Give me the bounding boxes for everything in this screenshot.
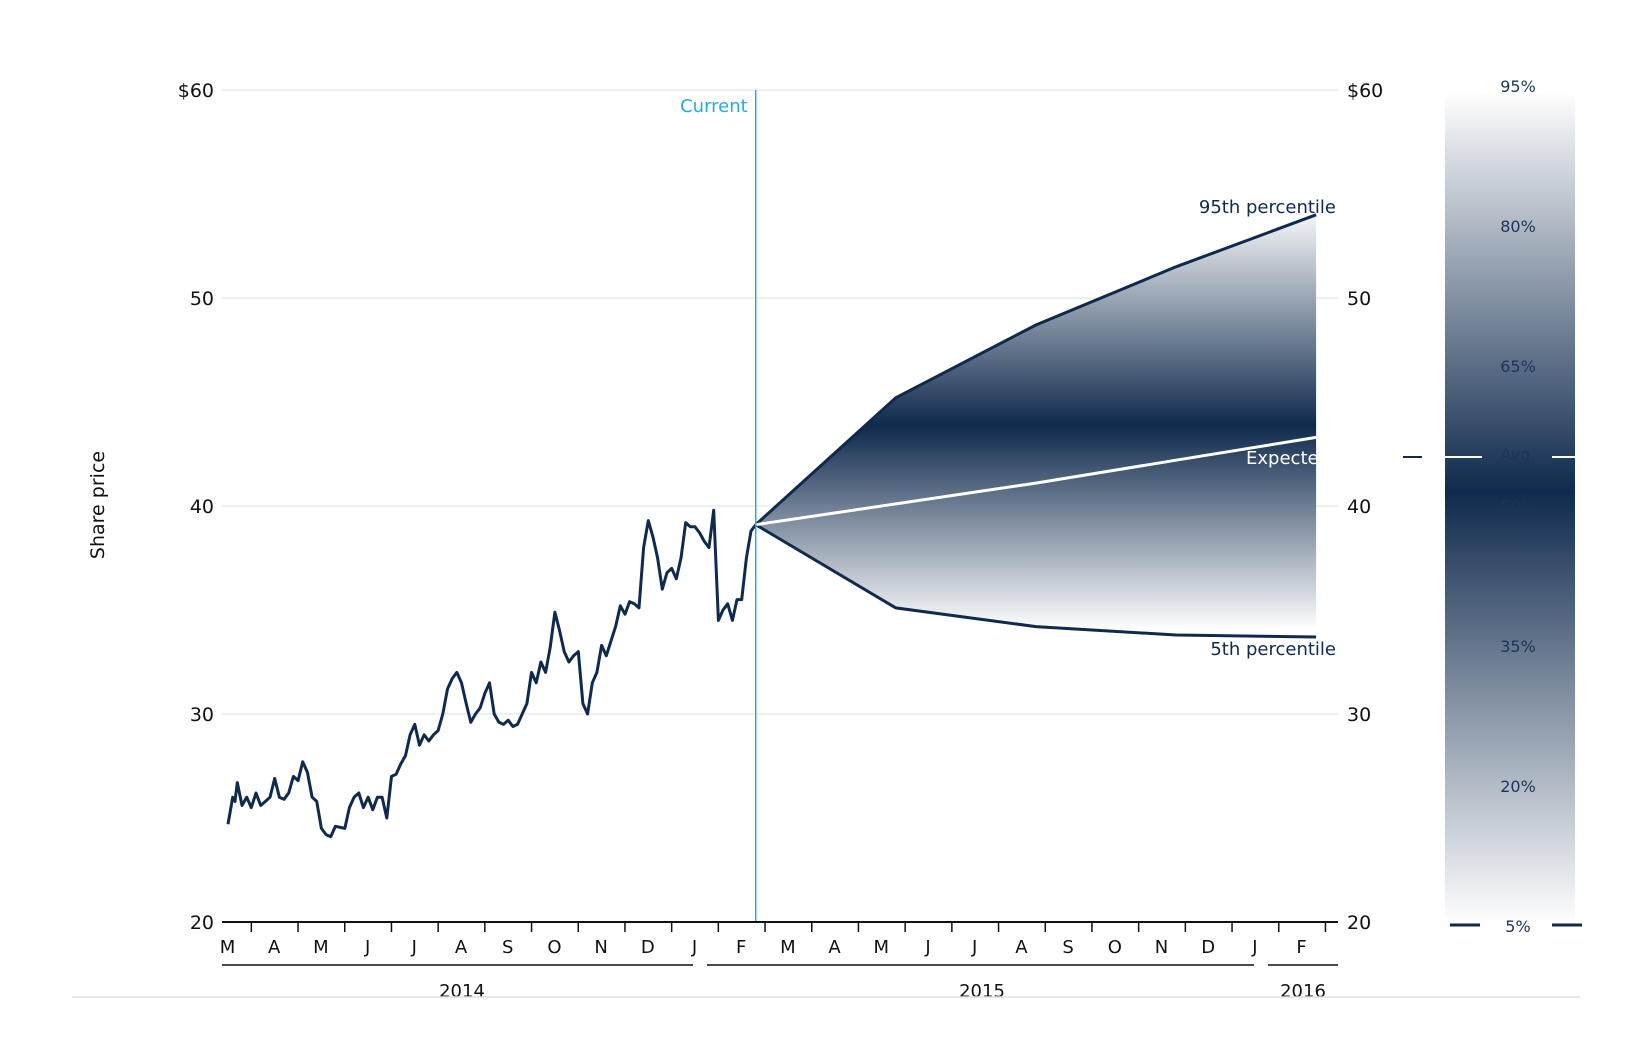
x-month-label: O xyxy=(547,937,562,958)
p5-line xyxy=(754,523,1317,639)
x-month-label: N xyxy=(594,937,608,958)
y-tick-label: 20 xyxy=(1347,912,1371,934)
x-month-label: M xyxy=(874,937,891,958)
x-month-label: J xyxy=(691,937,698,958)
y-tick-label: 30 xyxy=(190,704,214,726)
legend-label: Avg. xyxy=(1501,445,1536,464)
x-month-label: J xyxy=(971,937,978,958)
legend: 95% 80% 65% Avg. 50% 35% 20% 5% xyxy=(1403,77,1584,936)
x-year-label: 2016 xyxy=(1280,981,1326,1002)
y-tick-labels-left: $60 50 40 30 20 xyxy=(178,80,214,934)
legend-label: 5% xyxy=(1505,917,1530,936)
p5-label: 5th percentile xyxy=(1210,639,1336,660)
y-tick-label: $60 xyxy=(1347,80,1383,102)
x-year-label: 2014 xyxy=(439,981,485,1002)
legend-label: 80% xyxy=(1500,217,1536,236)
y-axis-label: Share price xyxy=(87,451,109,559)
forecast-fan xyxy=(755,214,1317,638)
x-month-label: J xyxy=(411,937,418,958)
y-tick-label: 50 xyxy=(1347,288,1371,310)
legend-label: 65% xyxy=(1500,357,1536,376)
x-month-label: S xyxy=(1062,937,1074,958)
p95-line xyxy=(754,213,1317,526)
x-month-label: A xyxy=(828,937,841,958)
legend-label: 35% xyxy=(1500,637,1536,656)
x-month-label: J xyxy=(924,937,931,958)
x-month-label: A xyxy=(1015,937,1028,958)
y-tick-label: 40 xyxy=(1347,496,1371,518)
expected-line xyxy=(755,435,1317,527)
x-month-label: M xyxy=(780,937,797,958)
current-label: Current xyxy=(680,96,748,117)
y-tick-label: 20 xyxy=(190,912,214,934)
legend-label: 20% xyxy=(1500,777,1536,796)
y-tick-labels-right: $60 50 40 30 20 xyxy=(1347,80,1383,934)
legend-gradient-bar xyxy=(1445,92,1575,924)
x-month-label: N xyxy=(1155,937,1169,958)
x-axis: M A M J J A S O N D J F M A M J J A S O N D J F 2014 2015 2016 xyxy=(220,921,1338,1002)
y-tick-label: 30 xyxy=(1347,704,1371,726)
x-month-label: A xyxy=(455,937,468,958)
p95-label: 95th percentile xyxy=(1199,197,1336,218)
x-month-label: M xyxy=(313,937,330,958)
y-tick-label: 40 xyxy=(190,496,214,518)
x-month-label: F xyxy=(736,937,747,958)
x-month-label: O xyxy=(1108,937,1123,958)
x-year-label: 2015 xyxy=(959,981,1005,1002)
legend-label: 95% xyxy=(1500,77,1536,96)
x-month-label: D xyxy=(1201,937,1216,958)
x-month-label: J xyxy=(364,937,371,958)
legend-label: 50% xyxy=(1500,497,1536,516)
y-tick-label: $60 xyxy=(178,80,214,102)
x-month-label: J xyxy=(1251,937,1258,958)
x-month-label: A xyxy=(268,937,281,958)
x-month-label: M xyxy=(220,937,237,958)
y-tick-label: 50 xyxy=(190,288,214,310)
expected-label: Expected xyxy=(1246,448,1330,469)
x-month-label: S xyxy=(502,937,514,958)
share-price-line xyxy=(226,508,757,839)
x-month-label: F xyxy=(1296,937,1307,958)
x-month-label: D xyxy=(641,937,656,958)
